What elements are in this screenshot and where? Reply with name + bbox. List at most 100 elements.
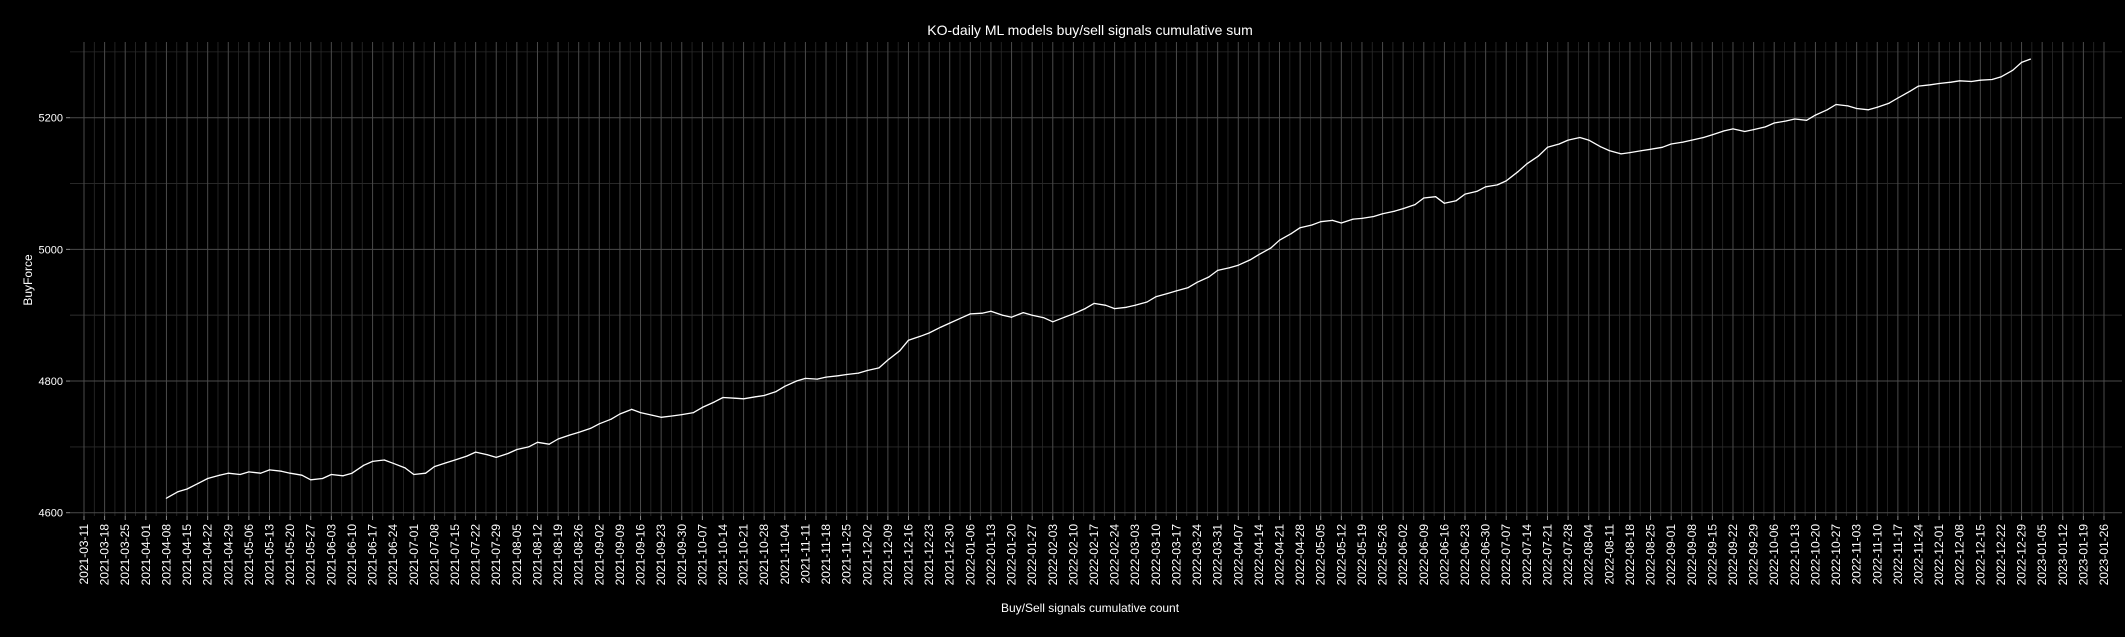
x-tick-label: 2021-07-15 [448, 524, 462, 586]
data-point [928, 332, 930, 334]
data-point [1773, 122, 1775, 124]
data-point [207, 477, 209, 480]
x-tick-label: 2022-06-16 [1437, 524, 1451, 586]
data-point [1114, 308, 1116, 310]
data-point [1352, 218, 1354, 220]
data-point [660, 416, 662, 418]
x-tick-label: 2021-08-19 [551, 524, 565, 586]
data-point [1814, 114, 1816, 116]
data-point [887, 359, 889, 361]
data-point [754, 396, 757, 398]
x-tick-label: 2021-09-16 [634, 524, 648, 586]
data-point [857, 372, 860, 374]
data-point [1691, 139, 1693, 141]
data-point [919, 335, 921, 337]
x-tick-label: 2022-03-10 [1149, 524, 1163, 586]
data-point [1208, 276, 1210, 278]
x-tick-label: 2021-05-13 [263, 524, 277, 586]
x-tick-label: 2021-04-22 [201, 524, 215, 586]
data-point [899, 350, 901, 352]
data-point [1620, 153, 1622, 155]
data-point [846, 373, 848, 376]
data-point [227, 472, 229, 474]
x-tick-label: 2021-09-30 [675, 524, 689, 586]
x-tick-label: 2021-11-11 [798, 524, 812, 584]
axis-ticks: 2021-03-11 2021-03-18 2021-03-25 2021-04-01… [39, 113, 2111, 586]
data-point [1064, 316, 1066, 318]
x-tick-label: 2022-12-22 [1994, 524, 2008, 586]
x-tick-label: 2022-03-31 [1211, 524, 1225, 586]
data-point [1072, 313, 1074, 315]
data-point [301, 474, 303, 476]
data-point [722, 396, 724, 399]
x-tick-label: 2023-01-05 [2035, 524, 2049, 586]
data-point [1991, 78, 1993, 81]
data-point [404, 467, 406, 469]
data-point [651, 414, 653, 416]
x-tick-label: 2021-12-16 [901, 524, 915, 586]
data-point [1423, 197, 1425, 199]
x-tick-label: 2021-06-24 [386, 524, 400, 586]
data-point [949, 322, 951, 324]
data-point [1361, 217, 1363, 219]
x-tick-label: 2023-01-26 [2097, 524, 2111, 586]
x-tick-label: 2022-06-02 [1396, 524, 1410, 586]
data-point [2029, 58, 2031, 60]
data-point [1278, 239, 1281, 241]
data-point [1155, 296, 1157, 298]
data-point [1382, 213, 1384, 215]
data-point [1538, 155, 1540, 157]
grid-lines [70, 42, 2122, 516]
data-point [1331, 219, 1334, 221]
data-point [516, 448, 518, 451]
x-tick-label: 2022-04-14 [1252, 524, 1266, 586]
x-tick-label: 2021-10-07 [695, 524, 709, 586]
data-point [1826, 109, 1828, 111]
plot-panel [70, 42, 2122, 516]
x-tick-label: 2021-05-20 [283, 524, 297, 586]
y-tick-label: 4800 [39, 376, 63, 388]
data-point [536, 441, 539, 443]
x-tick-label: 2023-01-12 [2056, 524, 2070, 586]
x-tick-label: 2021-03-18 [98, 524, 112, 586]
data-point [1105, 304, 1107, 306]
data-point [734, 397, 736, 399]
data-point [310, 479, 312, 481]
x-tick-label: 2022-12-01 [1932, 524, 1946, 586]
x-tick-label: 2022-11-10 [1870, 524, 1884, 585]
x-tick-label: 2022-03-24 [1190, 524, 1204, 586]
data-point [1629, 152, 1631, 154]
data-point [1022, 312, 1024, 314]
x-tick-label: 2022-04-28 [1293, 524, 1307, 586]
x-tick-label: 2022-05-26 [1376, 524, 1390, 586]
data-point [1505, 180, 1507, 182]
x-tick-label: 2022-08-18 [1623, 524, 1637, 586]
data-point [1167, 292, 1169, 295]
x-tick-label: 2021-08-05 [510, 524, 524, 586]
data-point [1134, 304, 1136, 306]
data-point [186, 488, 188, 490]
data-point [486, 454, 488, 456]
data-point [960, 317, 963, 319]
x-tick-label: 2021-12-09 [881, 524, 895, 586]
data-point [1917, 85, 1920, 87]
y-tick-label: 5000 [39, 244, 63, 256]
data-point [1249, 259, 1251, 261]
data-point [981, 312, 983, 314]
data-point [878, 367, 880, 369]
data-point [1517, 171, 1519, 173]
data-point [692, 412, 695, 414]
data-point [1373, 215, 1375, 218]
x-axis-label: Buy/Sell signals cumulative count [1001, 601, 1180, 615]
x-tick-label: 2021-07-08 [427, 524, 441, 586]
data-point [1897, 97, 1899, 99]
data-point [1496, 184, 1498, 186]
data-point [165, 497, 167, 499]
data-point [1526, 163, 1528, 165]
data-point [619, 413, 621, 415]
data-point [1744, 130, 1746, 133]
x-tick-label: 2022-02-17 [1087, 524, 1101, 586]
data-point [1043, 317, 1045, 319]
data-point [1970, 80, 1973, 83]
x-tick-label: 2023-01-19 [2076, 524, 2090, 586]
